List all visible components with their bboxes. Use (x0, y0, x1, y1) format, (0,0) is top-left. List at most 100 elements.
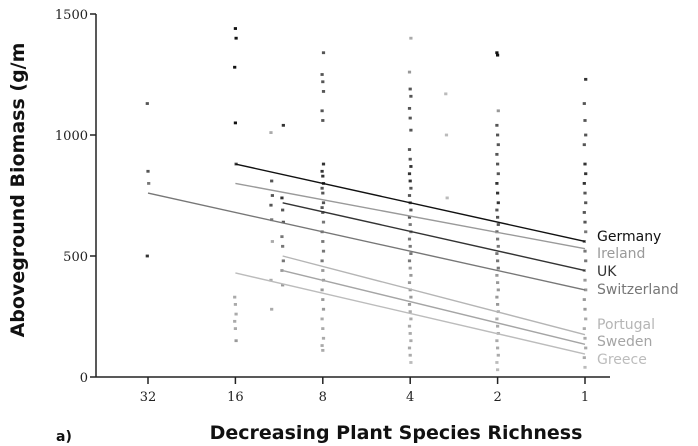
data-point (146, 169, 150, 173)
data-point (234, 312, 238, 316)
x-tick-label: 16 (227, 390, 244, 405)
data-point (270, 307, 274, 311)
data-point (582, 356, 586, 360)
data-point (321, 348, 325, 352)
data-point (582, 211, 586, 214)
data-point (496, 133, 500, 137)
data-point (582, 298, 586, 301)
data-point (444, 92, 448, 96)
data-point (496, 109, 500, 113)
y-axis-label: Aboveground Biomass (g/m (7, 43, 29, 338)
legend-label-switzerland: Switzerland (597, 282, 679, 298)
data-point (583, 336, 587, 340)
data-point (496, 368, 500, 372)
data-point (320, 288, 324, 292)
x-ticks-layer: 32 16 8 4 2 1 (140, 377, 589, 405)
x-tick-label: 32 (140, 390, 157, 405)
legend-label-ireland: Ireland (597, 246, 645, 262)
data-point (321, 336, 326, 340)
x-tick-label: 1 (581, 390, 589, 405)
data-point (584, 77, 588, 81)
data-point (445, 196, 449, 200)
data-point (233, 65, 237, 69)
data-point (408, 244, 412, 248)
fit-line-portugal (282, 255, 586, 336)
data-point (584, 201, 588, 205)
data-point (280, 196, 284, 200)
data-point (407, 281, 412, 285)
data-point (320, 169, 324, 173)
data-point (495, 252, 499, 255)
data-point (269, 278, 273, 282)
data-point (281, 259, 285, 263)
data-point (496, 215, 500, 219)
data-point (280, 269, 284, 272)
data-point (583, 278, 587, 282)
data-point (320, 73, 324, 76)
y-ticks-layer: 0 500 1000 1500 (55, 8, 96, 386)
data-point (444, 133, 449, 137)
data-point (409, 361, 413, 364)
data-point (496, 172, 500, 176)
data-point (495, 273, 499, 277)
data-point (321, 298, 325, 301)
data-point (409, 252, 413, 255)
data-point (270, 240, 274, 243)
fit-line-ireland (235, 182, 586, 250)
data-point (145, 254, 149, 258)
data-point (584, 346, 588, 350)
legend-label-uk: UK (597, 264, 617, 280)
data-point (321, 51, 326, 55)
data-point (321, 162, 326, 166)
data-point (408, 179, 412, 183)
data-point (407, 70, 412, 74)
data-point (281, 123, 285, 127)
data-point (583, 119, 587, 122)
data-point (583, 365, 587, 369)
data-point (582, 182, 586, 185)
data-point (496, 53, 500, 57)
data-point (584, 172, 588, 176)
data-point (407, 215, 412, 219)
data-point (320, 206, 324, 209)
data-point (496, 303, 500, 306)
data-point (584, 230, 588, 234)
legend-label-germany: Germany (597, 229, 661, 245)
data-point (407, 106, 412, 110)
data-point (495, 51, 499, 55)
points-layer (145, 27, 588, 372)
data-point (495, 295, 499, 299)
data-point (281, 244, 285, 248)
data-point (496, 346, 500, 350)
data-point (495, 123, 499, 127)
data-point (320, 259, 324, 263)
data-point (408, 353, 412, 357)
x-axis-label: Decreasing Plant Species Richness (210, 422, 583, 444)
x-tick-label: 4 (406, 390, 414, 405)
data-point (495, 317, 499, 321)
data-point (582, 327, 586, 330)
data-point (584, 259, 588, 263)
data-point (233, 319, 237, 323)
legend-label-sweden: Sweden (597, 334, 652, 350)
fit-line-greece (235, 272, 586, 355)
data-point (583, 162, 587, 166)
data-point (269, 131, 273, 134)
data-point (409, 317, 413, 321)
data-point (320, 317, 324, 321)
data-point (496, 353, 500, 357)
data-point (270, 179, 274, 183)
data-point (496, 191, 500, 195)
data-point (281, 283, 285, 287)
data-point (582, 143, 586, 147)
data-point (409, 339, 413, 343)
data-point (233, 27, 237, 30)
data-point (321, 174, 325, 178)
data-point (407, 346, 412, 350)
data-point (496, 266, 500, 270)
data-point (320, 344, 324, 347)
legend-label-greece: Greece (597, 352, 647, 368)
data-point (321, 80, 325, 84)
